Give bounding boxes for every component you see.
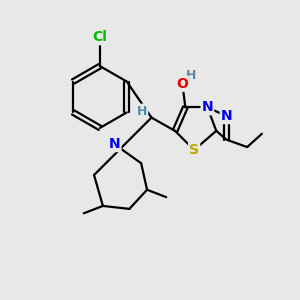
Text: Cl: Cl	[92, 30, 107, 44]
Text: H: H	[137, 105, 147, 118]
Text: N: N	[202, 100, 213, 114]
Text: H: H	[185, 69, 196, 82]
Text: S: S	[189, 143, 199, 157]
Text: O: O	[176, 77, 188, 91]
Text: N: N	[221, 109, 232, 123]
Text: N: N	[109, 137, 121, 151]
